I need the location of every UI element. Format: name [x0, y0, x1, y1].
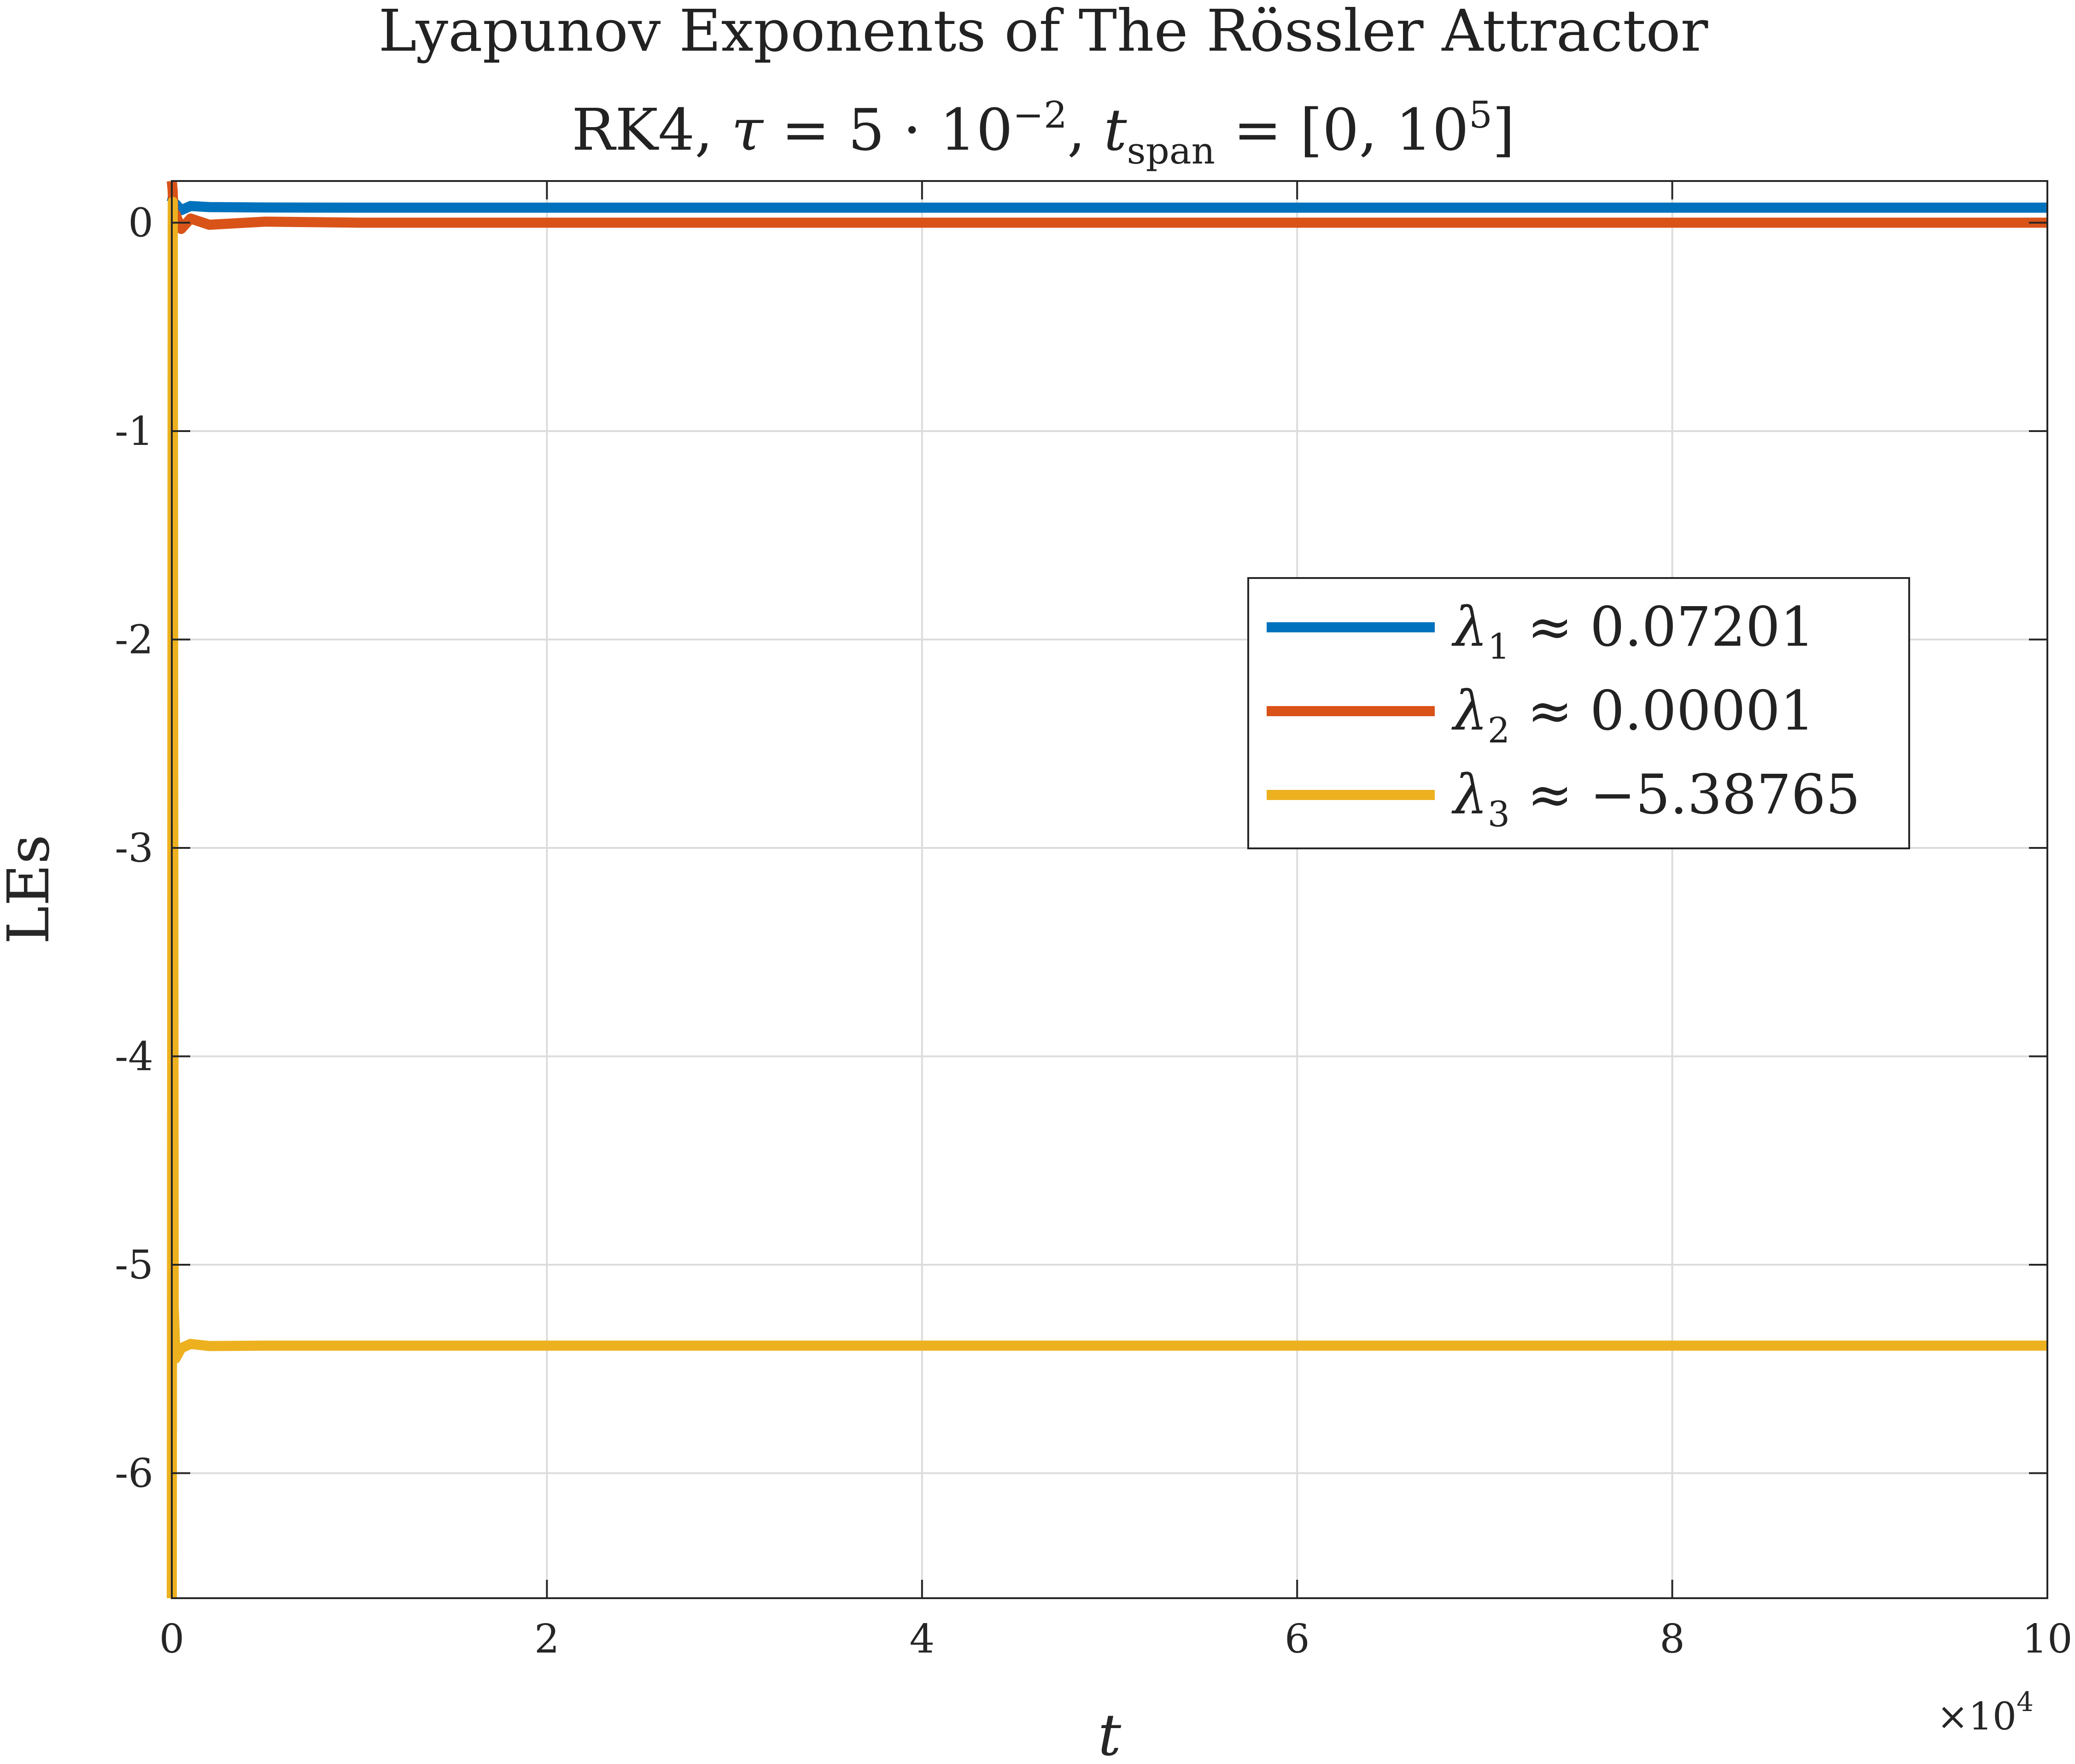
plot-background: [172, 181, 2047, 1598]
legend-value: ≈ 0.00001: [1510, 679, 1815, 742]
subtitle-tau-symbol: τ: [731, 97, 764, 164]
subtitle-span-close: ]: [1492, 97, 1515, 164]
subtitle-tau-exp: −2: [1013, 93, 1067, 136]
x-exponent-base: ×10: [1937, 1695, 2017, 1739]
legend-symbol: λ: [1451, 763, 1488, 826]
y-tick-label: -5: [115, 1242, 153, 1288]
legend-symbol: λ: [1451, 679, 1488, 742]
y-tick-label: 0: [128, 200, 153, 246]
x-tick-label: 2: [534, 1616, 560, 1662]
subtitle-sep: ,: [1067, 97, 1104, 164]
subtitle-span-text: = [0, 10: [1215, 97, 1469, 164]
subtitle-tau-eq: = 5 · 10: [763, 97, 1013, 164]
series-line-3: [167, 197, 2047, 1599]
y-tick-label: -4: [115, 1034, 153, 1080]
x-tick-label: 4: [909, 1616, 935, 1662]
legend-subscript: 1: [1488, 626, 1510, 667]
x-tick-label: 10: [2022, 1616, 2072, 1662]
plot-border: [171, 180, 2048, 1599]
legend-value: ≈ 0.07201: [1510, 595, 1815, 659]
subtitle-t-sub: span: [1127, 129, 1215, 172]
x-tick-label: 8: [1660, 1616, 1685, 1662]
subtitle-prefix: RK4,: [572, 97, 731, 164]
legend-label-2: λ2 ≈ 0.00001: [1451, 679, 1815, 751]
legend-label-1: λ1 ≈ 0.07201: [1451, 595, 1815, 667]
legend-subscript: 2: [1488, 710, 1510, 751]
legend-label-3: λ3 ≈ −5.38765: [1451, 763, 1860, 835]
y-tick-label: -3: [115, 825, 153, 871]
legend-subscript: 3: [1488, 794, 1510, 835]
axis-ticks: 0 2 4 6 8 10 0 -1 -2 -3 -4 -5 -6: [115, 181, 2073, 1662]
plot-area: 0 2 4 6 8 10 0 -1 -2 -3 -4 -5 -6: [115, 180, 2073, 1662]
y-tick-label: -1: [115, 409, 153, 455]
legend-symbol: λ: [1451, 595, 1488, 659]
legend-value: ≈ −5.38765: [1510, 763, 1860, 826]
x-tick-label: 0: [159, 1616, 185, 1662]
x-tick-label: 6: [1285, 1616, 1310, 1662]
y-tick-label: -2: [115, 617, 153, 663]
x-axis-label: t: [1098, 1702, 1122, 1764]
y-tick-label: -6: [115, 1451, 153, 1497]
y-axis-label: LEs: [0, 835, 62, 944]
subtitle-span-exp: 5: [1469, 93, 1492, 136]
series-group: [167, 181, 2047, 1599]
x-axis-exponent: ×104: [1937, 1686, 2034, 1739]
chart-title: Lyapunov Exponents of The Rössler Attrac…: [379, 0, 1708, 64]
subtitle-t-symbol: t: [1104, 97, 1127, 164]
chart-subtitle: RK4, τ = 5 · 10−2, tspan = [0, 105]: [572, 93, 1515, 172]
x-exponent-power: 4: [2017, 1686, 2034, 1717]
